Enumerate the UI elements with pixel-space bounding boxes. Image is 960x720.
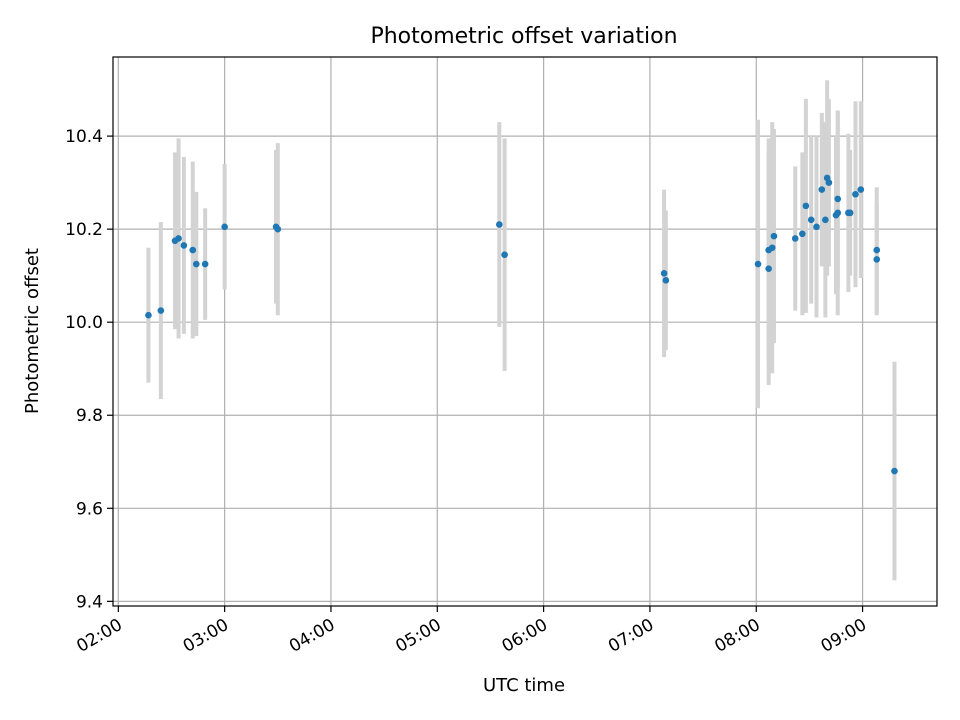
data-point bbox=[873, 246, 881, 254]
data-point bbox=[807, 216, 815, 224]
data-point bbox=[145, 311, 152, 319]
data-point bbox=[873, 256, 881, 263]
data-point bbox=[175, 235, 182, 242]
data-point bbox=[802, 202, 810, 210]
data-point bbox=[274, 225, 282, 233]
chart-title: Photometric offset variation bbox=[370, 24, 677, 49]
data-point bbox=[857, 186, 865, 193]
data-point bbox=[818, 186, 826, 193]
data-point bbox=[852, 190, 859, 198]
data-point bbox=[813, 223, 820, 231]
data-point bbox=[825, 179, 833, 186]
data-point bbox=[765, 265, 772, 272]
data-point bbox=[846, 209, 854, 217]
y-tick-label: 9.6 bbox=[76, 499, 103, 519]
data-point bbox=[660, 270, 668, 277]
data-point bbox=[791, 235, 799, 242]
data-point bbox=[834, 195, 842, 203]
data-point bbox=[834, 209, 842, 217]
y-axis-ticks: 9.4 9.6 9.8 10.0 10.2 10.4 bbox=[65, 127, 113, 612]
data-point bbox=[496, 221, 503, 228]
y-tick-label: 9.4 bbox=[76, 592, 103, 612]
data-point bbox=[770, 232, 778, 240]
data-point bbox=[192, 260, 200, 268]
y-tick-label: 9.8 bbox=[76, 406, 103, 426]
data-point bbox=[501, 251, 508, 259]
data-point bbox=[157, 307, 165, 314]
data-point bbox=[768, 244, 776, 252]
data-point bbox=[754, 260, 762, 268]
data-point bbox=[891, 467, 898, 475]
data-point bbox=[822, 216, 829, 224]
data-point bbox=[180, 242, 188, 249]
data-points bbox=[145, 174, 898, 475]
data-point bbox=[662, 277, 670, 284]
plot-frame bbox=[112, 56, 938, 607]
grid bbox=[113, 57, 937, 606]
y-tick-label: 10.0 bbox=[65, 313, 103, 333]
data-point bbox=[201, 260, 209, 268]
y-tick-label: 10.4 bbox=[65, 127, 103, 147]
data-point bbox=[799, 230, 806, 238]
data-point bbox=[189, 246, 197, 254]
data-point bbox=[221, 223, 228, 231]
y-tick-label: 10.2 bbox=[65, 220, 103, 240]
y-axis-label: Photometric offset bbox=[22, 248, 43, 414]
x-axis-label: UTC time bbox=[483, 675, 565, 696]
